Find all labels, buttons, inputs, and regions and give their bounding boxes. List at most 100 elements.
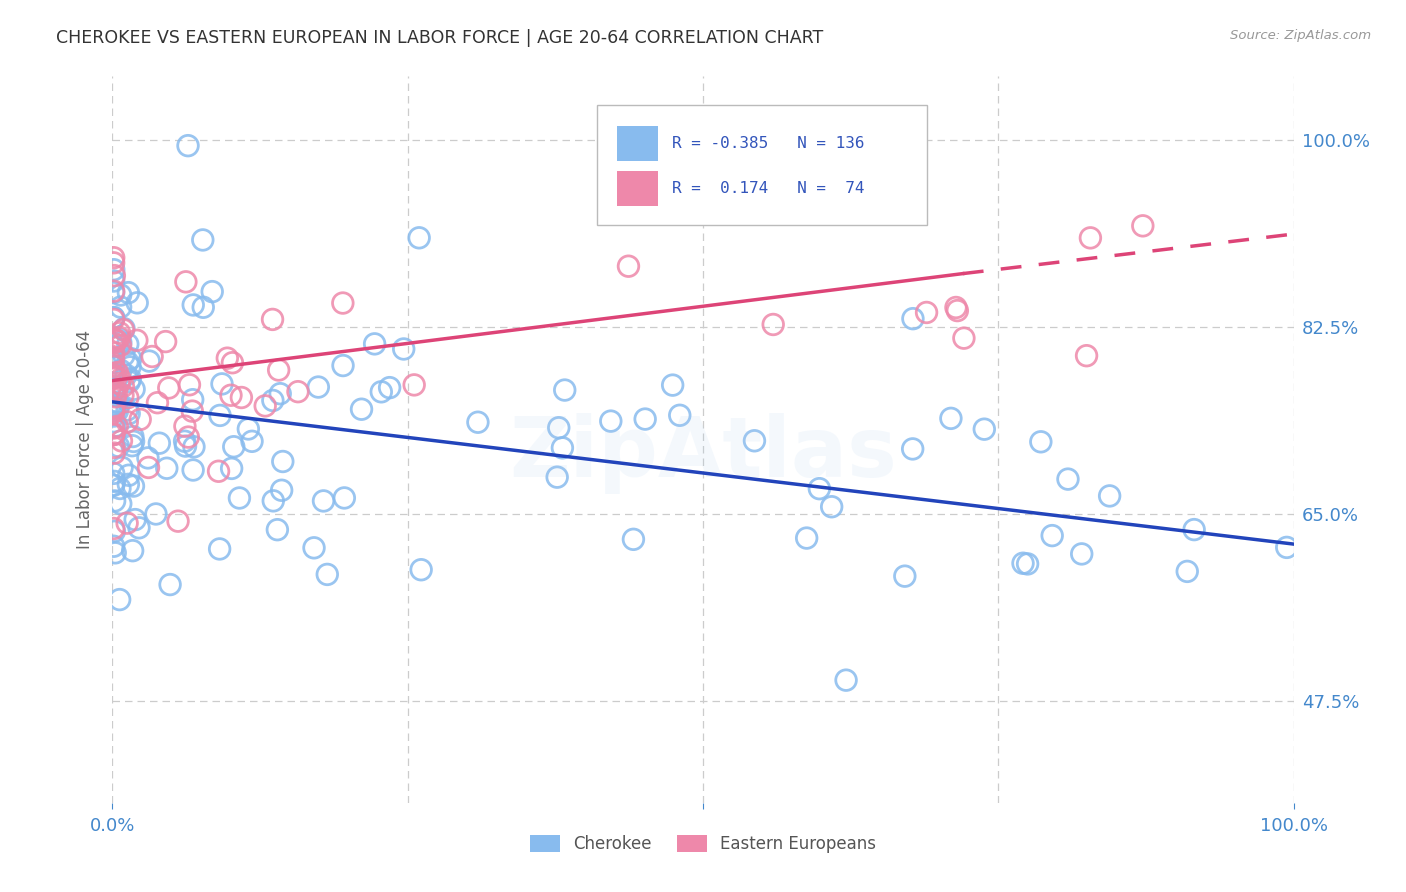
Text: Source: ZipAtlas.com: Source: ZipAtlas.com (1230, 29, 1371, 42)
Point (946, 303, 969, 318)
Point (103, 388, 125, 402)
Point (835, 673, 858, 688)
Text: CHEROKEE VS EASTERN EUROPEAN IN LABOR FORCE | AGE 20-64 CORRELATION CHART: CHEROKEE VS EASTERN EUROPEAN IN LABOR FO… (56, 29, 824, 46)
Point (128, 521, 150, 535)
Point (110, 300, 132, 314)
Point (103, 368, 125, 382)
Point (122, 434, 145, 449)
Point (103, 332, 125, 346)
Point (808, 482, 831, 496)
Point (103, 336, 125, 351)
Point (103, 351, 125, 365)
Point (668, 409, 690, 423)
Point (103, 401, 125, 416)
Point (221, 461, 243, 475)
Point (945, 301, 967, 315)
Point (222, 440, 245, 454)
Point (201, 285, 224, 299)
Point (177, 138, 200, 153)
Point (127, 295, 149, 310)
Point (1182, 523, 1205, 537)
Point (117, 337, 139, 351)
Point (103, 427, 125, 442)
Point (138, 460, 160, 475)
Point (117, 391, 139, 405)
Point (112, 349, 135, 363)
Point (316, 567, 339, 582)
Point (108, 482, 131, 496)
Point (762, 318, 785, 332)
Point (108, 592, 131, 607)
Point (894, 569, 917, 583)
Point (110, 363, 132, 377)
Point (103, 359, 125, 374)
FancyBboxPatch shape (596, 105, 928, 225)
Point (103, 405, 125, 419)
Point (136, 450, 159, 465)
Point (1070, 547, 1092, 561)
Point (105, 395, 128, 409)
Point (103, 539, 125, 553)
Point (634, 412, 657, 426)
Point (104, 334, 127, 348)
Point (821, 500, 844, 514)
Point (270, 483, 292, 498)
Point (104, 390, 127, 404)
Point (145, 507, 167, 521)
Point (108, 398, 131, 412)
Point (370, 384, 392, 399)
Point (103, 367, 125, 381)
Legend: Cherokee, Eastern Europeans: Cherokee, Eastern Europeans (523, 829, 883, 860)
Point (183, 440, 205, 454)
Point (262, 393, 284, 408)
Point (221, 356, 243, 370)
Point (238, 422, 260, 436)
Point (271, 454, 294, 468)
Point (112, 322, 135, 336)
Point (174, 439, 197, 453)
Point (177, 430, 200, 444)
Point (262, 493, 284, 508)
Point (350, 402, 373, 417)
Point (110, 434, 132, 448)
Point (411, 563, 433, 577)
Point (117, 477, 139, 491)
Point (118, 468, 141, 483)
Point (219, 388, 242, 402)
Text: ZipAtlas: ZipAtlas (509, 413, 897, 494)
Point (103, 284, 125, 298)
Point (103, 401, 125, 415)
Point (103, 383, 125, 397)
Point (392, 342, 415, 356)
Point (117, 415, 139, 429)
Point (121, 439, 143, 453)
Point (105, 366, 128, 380)
Bar (617, 171, 658, 206)
Point (173, 434, 195, 449)
Point (254, 399, 277, 413)
Point (307, 380, 329, 394)
Point (404, 377, 426, 392)
Point (269, 386, 291, 401)
Point (796, 531, 818, 545)
Point (1040, 528, 1063, 542)
Point (217, 351, 239, 366)
Point (623, 533, 645, 547)
Point (103, 427, 125, 442)
Point (146, 395, 169, 409)
Point (1098, 489, 1121, 503)
Point (191, 233, 214, 247)
Point (104, 401, 127, 415)
Point (125, 334, 148, 348)
Point (103, 251, 125, 265)
Point (332, 359, 354, 373)
Point (103, 359, 125, 374)
Point (103, 310, 125, 325)
Point (207, 464, 229, 478)
Point (181, 404, 204, 418)
Point (124, 513, 146, 527)
Point (939, 411, 962, 425)
Point (104, 546, 127, 560)
Point (122, 429, 145, 443)
Point (174, 419, 197, 434)
